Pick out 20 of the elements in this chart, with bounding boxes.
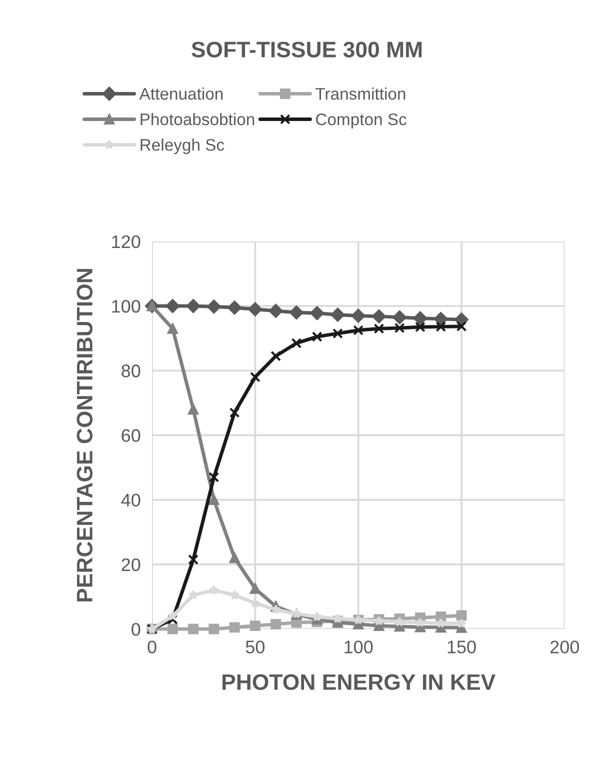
y-tick-label: 100: [112, 300, 140, 313]
legend-label: Attenuation: [139, 87, 223, 100]
legend-label: Compton Sc: [316, 113, 406, 129]
y-tick-label: 0: [132, 622, 140, 636]
y-tick-label: 120: [112, 235, 140, 248]
x-axis-title: PHOTON ENERGY IN KEV: [222, 674, 496, 690]
y-tick-label: 40: [121, 494, 140, 507]
legend-label: Releygh Sc: [140, 138, 224, 154]
x-tick-label: 100: [344, 640, 373, 654]
y-axis-title: PERCENTAGE CONTIRIBUTION: [76, 269, 93, 602]
legend-label: Transmittion: [316, 87, 406, 100]
chart-title: SOFT-TISSUE 300 MM: [192, 42, 422, 58]
y-tick-label: 20: [122, 558, 140, 572]
y-tick-label: 60: [122, 429, 140, 442]
x-tick-label: 200: [550, 640, 579, 654]
x-tick-label: 50: [246, 640, 265, 654]
x-tick-label: 150: [448, 640, 476, 654]
x-tick-label: 0: [148, 640, 156, 654]
legend-label: Photoabsobtion: [140, 113, 254, 126]
y-tick-label: 80: [122, 364, 140, 378]
